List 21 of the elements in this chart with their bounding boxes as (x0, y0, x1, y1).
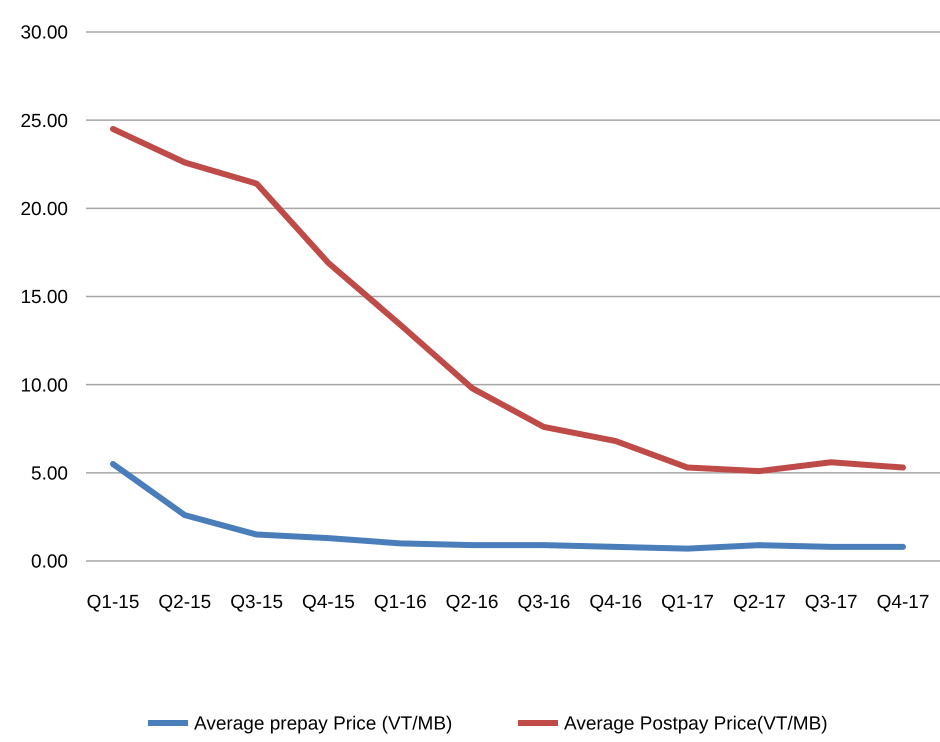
y-tick-label: 25.00 (20, 110, 68, 132)
y-tick-label: 30.00 (20, 22, 68, 44)
y-tick-label: 15.00 (20, 287, 68, 308)
x-tick-label: Q4-17 (876, 592, 930, 613)
y-tick-label: 20.00 (20, 198, 68, 220)
x-tick-label: Q2-16 (446, 592, 498, 613)
y-tick-label: 10.00 (20, 375, 68, 396)
x-tick-label: Q4-15 (302, 592, 355, 613)
legend-label: Average Postpay Price(VT/MB) (564, 714, 828, 735)
x-tick-label: Q2-15 (158, 592, 212, 613)
x-tick-label: Q2-17 (732, 592, 786, 613)
x-tick-label: Q1-17 (661, 592, 714, 613)
x-tick-label: Q4-16 (589, 592, 642, 613)
legend-label: Average prepay Price (VT/MB) (194, 714, 452, 735)
y-tick-label: 0.00 (31, 552, 68, 573)
y-tick-label: 5.00 (31, 463, 68, 484)
x-tick-label: Q3-16 (518, 592, 570, 613)
x-tick-label: Q3-15 (230, 592, 284, 613)
x-tick-label: Q1-15 (86, 592, 140, 613)
x-tick-label: Q1-16 (374, 592, 427, 613)
x-tick-label: Q3-17 (804, 592, 858, 613)
